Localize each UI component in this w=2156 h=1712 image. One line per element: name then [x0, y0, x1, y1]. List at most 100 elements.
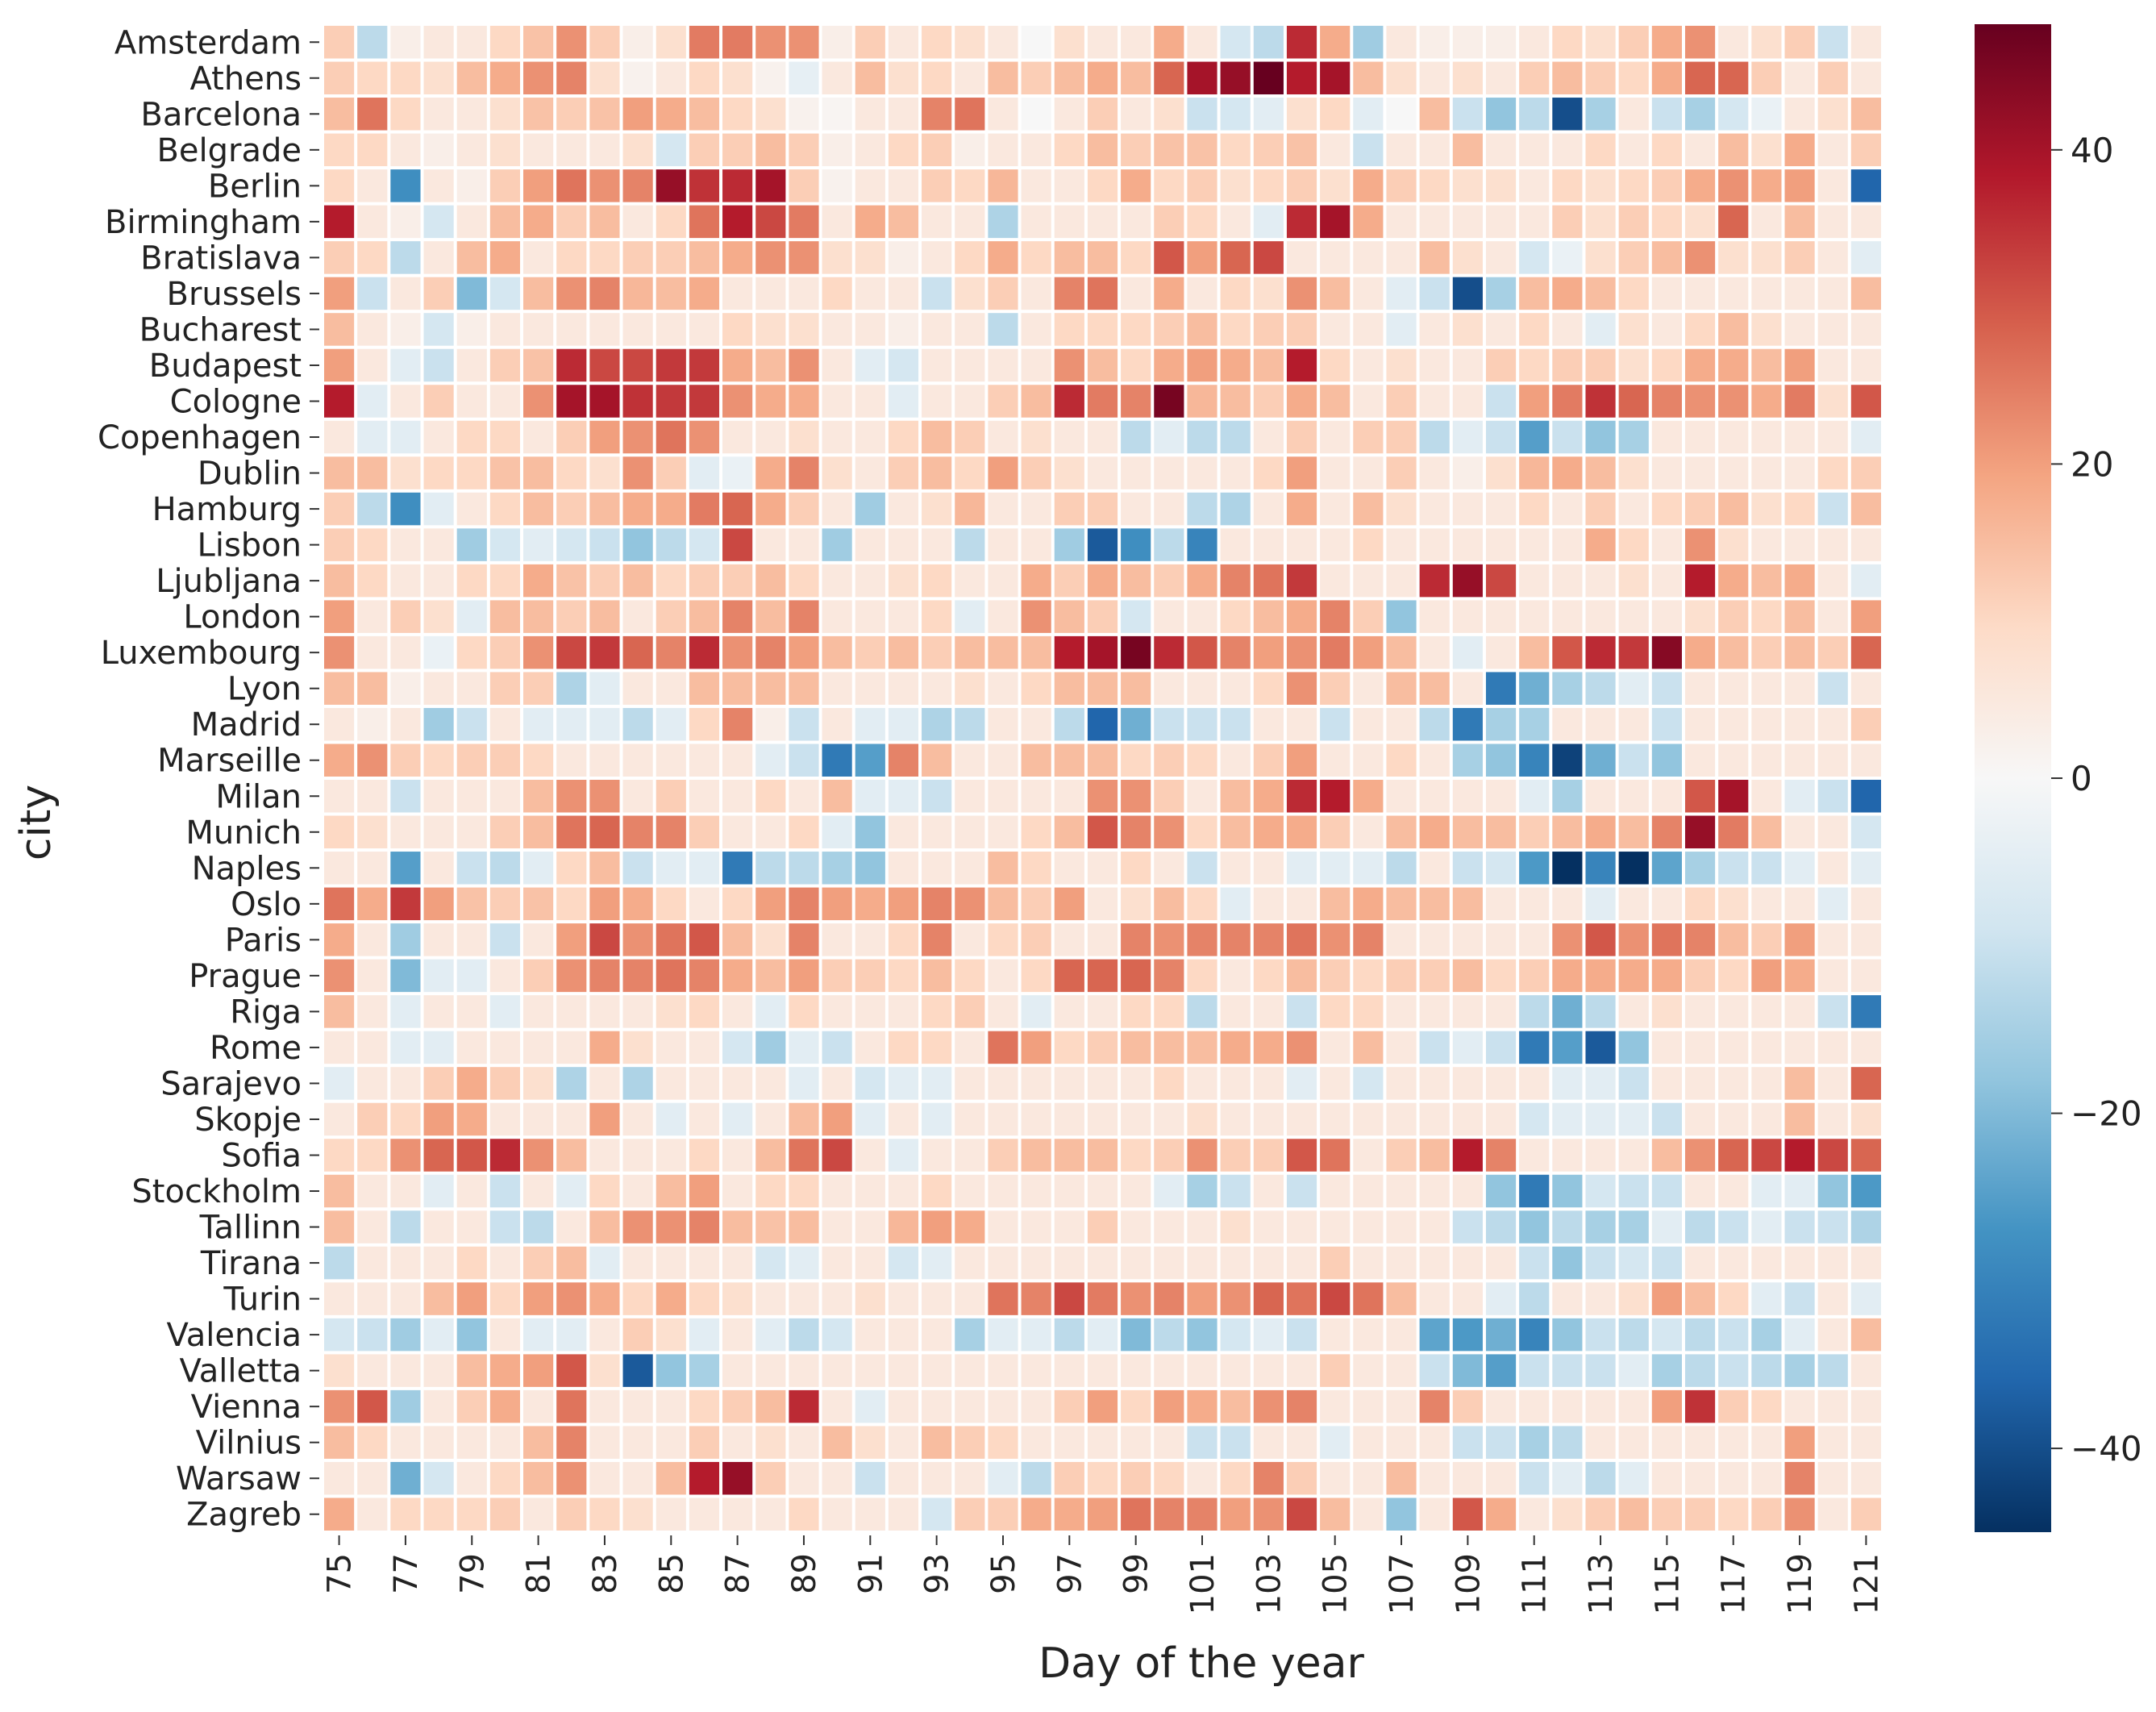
- heatmap-cell: [1386, 744, 1417, 777]
- heatmap-cell: [1718, 241, 1749, 274]
- heatmap-cell: [1386, 1031, 1417, 1064]
- heatmap-cell: [1618, 1426, 1649, 1459]
- heatmap-cell: [1187, 780, 1217, 813]
- heatmap-cell: [1253, 133, 1284, 167]
- heatmap-cell: [1286, 456, 1317, 489]
- heatmap-cell: [755, 1282, 786, 1315]
- heatmap-cell: [1253, 420, 1284, 454]
- heatmap-cell: [1386, 169, 1417, 202]
- heatmap-cell: [1121, 780, 1151, 813]
- heatmap-cell: [1519, 348, 1550, 382]
- heatmap-cell: [1021, 1354, 1051, 1387]
- heatmap-cell: [1784, 672, 1815, 705]
- heatmap-cell: [523, 635, 554, 669]
- heatmap-cell: [357, 959, 388, 993]
- heatmap-cell: [357, 492, 388, 526]
- heatmap-cell: [357, 98, 388, 131]
- heatmap-cell: [622, 1354, 653, 1387]
- heatmap-cell: [1718, 672, 1749, 705]
- heatmap-cell: [1817, 205, 1848, 239]
- heatmap-cell: [1585, 348, 1616, 382]
- heatmap-cell: [324, 1174, 355, 1208]
- heatmap-cell: [1817, 1102, 1848, 1136]
- heatmap-cell: [589, 1210, 620, 1243]
- heatmap-cell: [789, 241, 819, 274]
- heatmap-cell: [1817, 887, 1848, 921]
- heatmap-cell: [689, 815, 720, 849]
- heatmap-cell: [1684, 456, 1716, 489]
- heatmap-cell: [1286, 1426, 1317, 1459]
- heatmap-cell: [1021, 707, 1051, 741]
- heatmap-cell: [1286, 313, 1317, 346]
- heatmap-cell: [955, 672, 985, 705]
- heatmap-cell: [1684, 420, 1716, 454]
- heatmap-cell: [755, 1461, 786, 1495]
- heatmap-cell: [423, 420, 454, 454]
- heatmap-cell: [888, 348, 919, 382]
- heatmap-cell: [1154, 1461, 1184, 1495]
- heatmap-cell: [1386, 456, 1417, 489]
- heatmap-cell: [1651, 564, 1682, 598]
- heatmap-cell: [1618, 528, 1649, 561]
- heatmap-cell: [622, 1102, 653, 1136]
- heatmap-cell: [523, 492, 554, 526]
- heatmap-cell: [1286, 1210, 1317, 1243]
- heatmap-cell: [1220, 1282, 1251, 1315]
- city-label: Lyon: [227, 671, 302, 708]
- heatmap-cell: [1751, 744, 1782, 777]
- heatmap-cell: [888, 420, 919, 454]
- heatmap-cell: [1353, 1426, 1384, 1459]
- heatmap-cell: [1320, 492, 1351, 526]
- heatmap-cell: [755, 707, 786, 741]
- heatmap-cell: [1220, 1497, 1251, 1531]
- heatmap-cell: [423, 492, 454, 526]
- heatmap-cell: [656, 564, 686, 598]
- heatmap-cell: [556, 169, 587, 202]
- heatmap-cell: [1684, 205, 1716, 239]
- heatmap-cell: [888, 26, 919, 59]
- heatmap-cell: [1452, 277, 1483, 310]
- heatmap-cell: [1087, 385, 1118, 418]
- heatmap-cell: [489, 1389, 521, 1423]
- heatmap-cell: [1850, 1426, 1881, 1459]
- heatmap-cell: [324, 923, 355, 956]
- heatmap-cell: [1121, 1139, 1151, 1172]
- heatmap-cell: [1817, 26, 1848, 59]
- heatmap-cell: [456, 133, 487, 167]
- heatmap-cell: [1087, 1102, 1118, 1136]
- heatmap-cell: [1054, 672, 1084, 705]
- heatmap-cell: [1718, 1497, 1749, 1531]
- heatmap-cell: [1519, 959, 1550, 993]
- heatmap-cell: [722, 635, 753, 669]
- heatmap-cell: [656, 1174, 686, 1208]
- heatmap-cell: [390, 815, 421, 849]
- heatmap-cell: [324, 1210, 355, 1243]
- heatmap-cell: [689, 1497, 720, 1531]
- day-label: 109: [1450, 1553, 1487, 1614]
- heatmap-cell: [1485, 241, 1517, 274]
- heatmap-cell: [1154, 1102, 1184, 1136]
- heatmap-cell: [1684, 313, 1716, 346]
- heatmap-cell: [1751, 169, 1782, 202]
- heatmap-cell: [1651, 528, 1682, 561]
- heatmap-cell: [1485, 564, 1517, 598]
- heatmap-cell: [1751, 1282, 1782, 1315]
- heatmap-cell: [357, 672, 388, 705]
- heatmap-cell: [1452, 1246, 1483, 1280]
- heatmap-cell: [988, 492, 1018, 526]
- heatmap-cell: [1684, 98, 1716, 131]
- heatmap-cell: [1552, 277, 1583, 310]
- heatmap-cell: [589, 61, 620, 95]
- heatmap-cell: [390, 1174, 421, 1208]
- day-label: 83: [587, 1553, 624, 1594]
- heatmap-cell: [722, 1102, 753, 1136]
- heatmap-cell: [1519, 1174, 1550, 1208]
- heatmap-cell: [1419, 852, 1450, 885]
- heatmap-cell: [556, 528, 587, 561]
- heatmap-cell: [1585, 635, 1616, 669]
- heatmap-cell: [722, 1210, 753, 1243]
- heatmap-cell: [1021, 1497, 1051, 1531]
- heatmap-cell: [556, 1461, 587, 1495]
- heatmap-cell: [1021, 456, 1051, 489]
- heatmap-cell: [1419, 1354, 1450, 1387]
